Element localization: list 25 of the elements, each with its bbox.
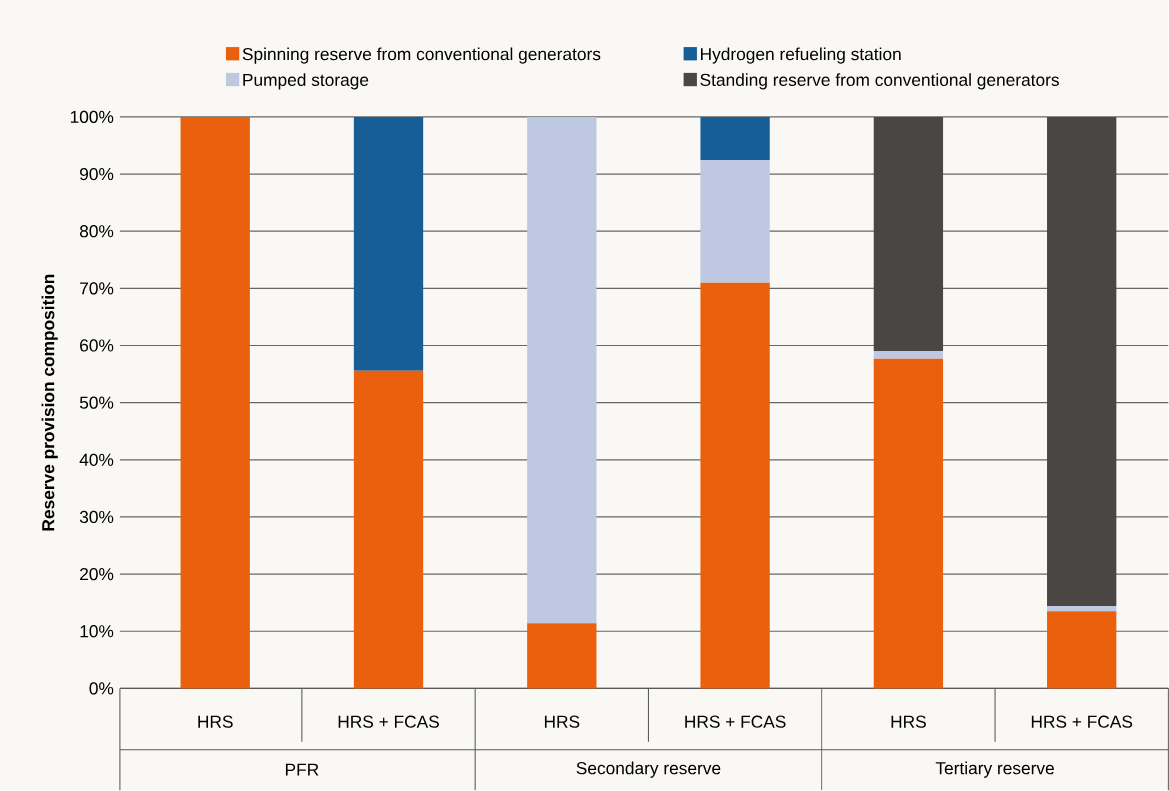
y-tick-label: 0% [89,682,114,695]
y-tick-label: 20% [80,568,114,581]
text: Tertiary reserve [935,761,1054,778]
y-tick-label: 30% [79,510,114,524]
legend-label: Pumped storage [243,73,369,90]
y-tick-label: 100% [70,110,114,124]
y-axis-title: Reserve provision composition [41,274,58,531]
y-tick-label: 40% [79,453,114,466]
legend-label: Spinning reserve from conventional generators [242,47,601,64]
y-tick-label: 90% [80,167,114,181]
x-tick-label: HRS [891,715,926,728]
x-tick-label: HRS + FCAS [338,715,439,728]
y-tick-label: 60% [80,339,114,352]
legend-label: Hydrogen refueling station [701,47,901,64]
y-tick-label: 10% [80,625,114,638]
x-tick-label: HRS + FCAS [1031,715,1133,728]
x-tick-label: HRS + FCAS [685,715,786,728]
x-tick-label: HRS [198,715,233,728]
y-tick-label: 50% [79,396,114,409]
y-tick-label: 80% [79,225,114,238]
legend-label: Standing reserve from conventional generators [700,73,1059,90]
y-tick-label: 70% [80,282,114,295]
text: PFR [285,763,319,776]
x-tick-label: HRS [544,715,580,728]
text: Secondary reserve [576,761,721,778]
